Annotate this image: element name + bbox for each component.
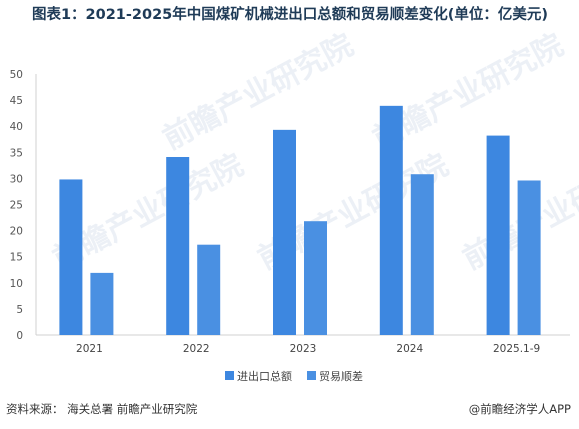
bar-trade-surplus (410, 174, 434, 335)
y-tick-label: 15 (10, 252, 23, 264)
legend-swatch-total-trade (225, 371, 234, 380)
y-tick-label: 35 (10, 147, 23, 159)
y-tick-label: 45 (10, 95, 23, 107)
x-tick-label: 2023 (290, 343, 317, 355)
y-axis-ticks: 0 5 10 15 20 25 30 35 40 45 50 (10, 69, 23, 342)
x-tick-label: 2024 (396, 343, 423, 355)
y-tick-label: 0 (16, 330, 23, 342)
bar-total-trade (59, 179, 83, 335)
bars-group (59, 105, 541, 335)
y-tick-label: 30 (10, 173, 23, 185)
legend-label-trade-surplus: 贸易顺差 (319, 369, 363, 383)
bar-total-trade (486, 135, 510, 335)
source-note: 资料来源： 海关总署 前瞻产业研究院 (6, 402, 198, 416)
chart-title: 图表1：2021-2025年中国煤矿机械进出口总额和贸易顺差变化(单位：亿美元) (31, 7, 549, 23)
x-tick-label: 2022 (183, 343, 210, 355)
y-tick-label: 5 (16, 304, 23, 316)
bar-trade-surplus (197, 244, 221, 335)
legend-swatch-trade-surplus (307, 371, 316, 380)
y-tick-label: 40 (10, 121, 23, 133)
watermark-text: 前瞻产业研究院 (157, 28, 359, 157)
x-axis-ticks: 2021 2022 2023 2024 2025.1-9 (76, 343, 540, 355)
x-tick-label: 2021 (76, 343, 103, 355)
x-tick-label: 2025.1-9 (493, 343, 540, 355)
y-tick-label: 20 (10, 226, 23, 238)
bar-trade-surplus (90, 272, 114, 335)
bar-total-trade (379, 105, 403, 335)
bar-trade-surplus (517, 180, 541, 335)
bar-trade-surplus (304, 221, 327, 335)
brand-credit: @前瞻经济学人APP (468, 402, 571, 416)
legend: 进出口总额 贸易顺差 (225, 369, 363, 383)
y-tick-label: 10 (10, 278, 23, 290)
bar-total-trade (273, 129, 296, 335)
bar-total-trade (166, 156, 190, 335)
y-tick-label: 50 (10, 69, 23, 81)
legend-label-total-trade: 进出口总额 (237, 369, 292, 383)
y-tick-label: 25 (10, 200, 23, 212)
